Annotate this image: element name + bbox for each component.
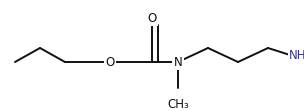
Text: O: O	[147, 12, 157, 25]
Text: O: O	[105, 56, 115, 68]
Text: CH₃: CH₃	[167, 98, 189, 111]
Text: 2: 2	[303, 58, 304, 67]
Text: N: N	[174, 56, 182, 68]
Text: NH: NH	[289, 49, 304, 61]
